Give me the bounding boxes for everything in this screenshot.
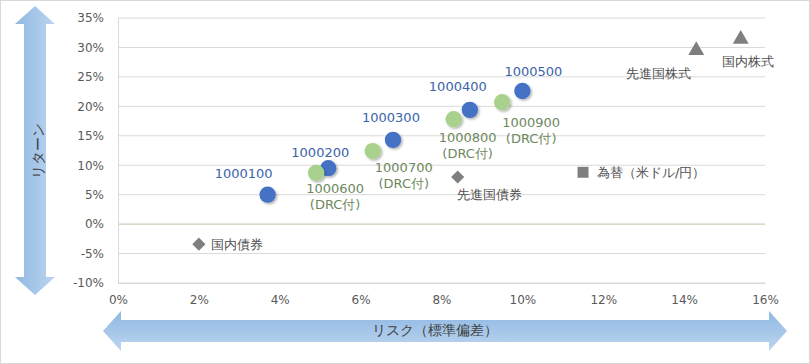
- grid-line: [118, 283, 765, 284]
- tick: 10%: [510, 283, 537, 307]
- point-label: 1000600: [306, 181, 364, 196]
- x-arrow: [103, 311, 787, 351]
- point: [688, 41, 704, 55]
- grid-line: [118, 47, 765, 48]
- y-arrow: [15, 6, 55, 295]
- x-axis: 0% 2% 4% 6% 8% 10% 12% 14% 16%: [109, 283, 779, 307]
- tick: 0%: [109, 283, 128, 307]
- point: [308, 165, 324, 181]
- grid-line: [118, 253, 765, 254]
- point: [451, 170, 464, 183]
- y-axis: -10% -5% 0% 5% 10% 15% 20% 25% 30% 35%: [73, 11, 119, 290]
- point-label: 1000900: [502, 115, 560, 130]
- point-label: 1000700: [375, 160, 433, 175]
- point-label: 1000200: [291, 145, 349, 160]
- tick: -5%: [81, 247, 118, 261]
- tick-label: 4%: [271, 293, 290, 307]
- tick: 35%: [77, 11, 118, 25]
- tick: 6%: [352, 283, 371, 307]
- point: [192, 238, 205, 251]
- tick-label: 14%: [671, 293, 698, 307]
- plot: -10% -5% 0% 5% 10% 15% 20% 25% 30% 35% 0% 2% 4% 6% 8% 1…: [73, 11, 779, 306]
- tick: 2%: [190, 283, 209, 307]
- chart: リターンリスク（標準偏差） -10% -5% 0% 5% 10% 15% 20% 25% 30% 3…: [0, 0, 810, 364]
- tick-label: -10%: [73, 276, 104, 290]
- point: [578, 167, 589, 178]
- tick-label: -5%: [81, 247, 104, 261]
- grid-line: [118, 194, 765, 195]
- tick: 12%: [590, 283, 617, 307]
- tick: 20%: [77, 100, 118, 114]
- tick-label: 15%: [77, 129, 104, 143]
- point-label: 為替（米ドル/円）: [597, 165, 705, 180]
- point: [365, 143, 381, 159]
- point: [733, 30, 749, 44]
- tick-label: 10%: [77, 159, 104, 173]
- point-label: (DRC付): [310, 197, 361, 212]
- y-axis-title: リターン: [30, 123, 46, 179]
- point: [259, 186, 275, 202]
- tick-label: 35%: [77, 11, 104, 25]
- axis-line: [118, 19, 119, 284]
- frame: [1, 1, 810, 364]
- tick-label: 6%: [352, 293, 371, 307]
- point-label: 1000400: [429, 79, 487, 94]
- point-label: 1000300: [362, 110, 420, 125]
- axis-line: [119, 283, 766, 284]
- point-label: 国内債券: [211, 237, 263, 252]
- tick-label: 20%: [77, 100, 104, 114]
- grid-line: [118, 106, 765, 107]
- point: [462, 102, 478, 118]
- point-label: 1000100: [215, 166, 273, 181]
- point-label: 先進国債券: [457, 187, 522, 202]
- point-label: (DRC付): [442, 146, 493, 161]
- tick: 15%: [77, 129, 118, 143]
- tick: -10%: [73, 276, 118, 290]
- tick: 16%: [752, 283, 779, 307]
- points: [192, 30, 748, 251]
- point: [514, 83, 530, 99]
- tick: 5%: [85, 188, 118, 202]
- tick: 8%: [432, 283, 451, 307]
- tick-label: 16%: [752, 293, 779, 307]
- tick-label: 8%: [432, 293, 451, 307]
- tick: 14%: [671, 283, 698, 307]
- point-label: 1000500: [504, 64, 562, 79]
- tick-label: 0%: [85, 217, 104, 231]
- tick: 4%: [271, 283, 290, 307]
- grid-line: [118, 224, 765, 225]
- tick: 0%: [85, 217, 118, 231]
- point-label: (DRC付): [506, 131, 557, 146]
- point-labels: 1000100 1000200 1000300 1000400 1000500 10006…: [211, 54, 774, 252]
- tick-label: 12%: [590, 293, 617, 307]
- tick: 25%: [77, 70, 118, 84]
- tick-label: 30%: [77, 41, 104, 55]
- point: [385, 132, 401, 148]
- tick-label: 25%: [77, 70, 104, 84]
- grid-line: [118, 18, 765, 19]
- point: [494, 94, 510, 110]
- tick-label: 0%: [109, 293, 128, 307]
- point-label: 1000800: [439, 130, 497, 145]
- tick-label: 2%: [190, 293, 209, 307]
- tick-label: 5%: [85, 188, 104, 202]
- x-axis-title: リスク（標準偏差）: [372, 322, 498, 338]
- point: [445, 111, 461, 127]
- tick-label: 10%: [510, 293, 537, 307]
- tick: 10%: [77, 159, 118, 173]
- point-label: 国内株式: [722, 54, 774, 69]
- point-label: (DRC付): [378, 176, 429, 191]
- tick: 30%: [77, 41, 118, 55]
- point-label: 先進国株式: [626, 66, 691, 81]
- grid: [118, 18, 765, 283]
